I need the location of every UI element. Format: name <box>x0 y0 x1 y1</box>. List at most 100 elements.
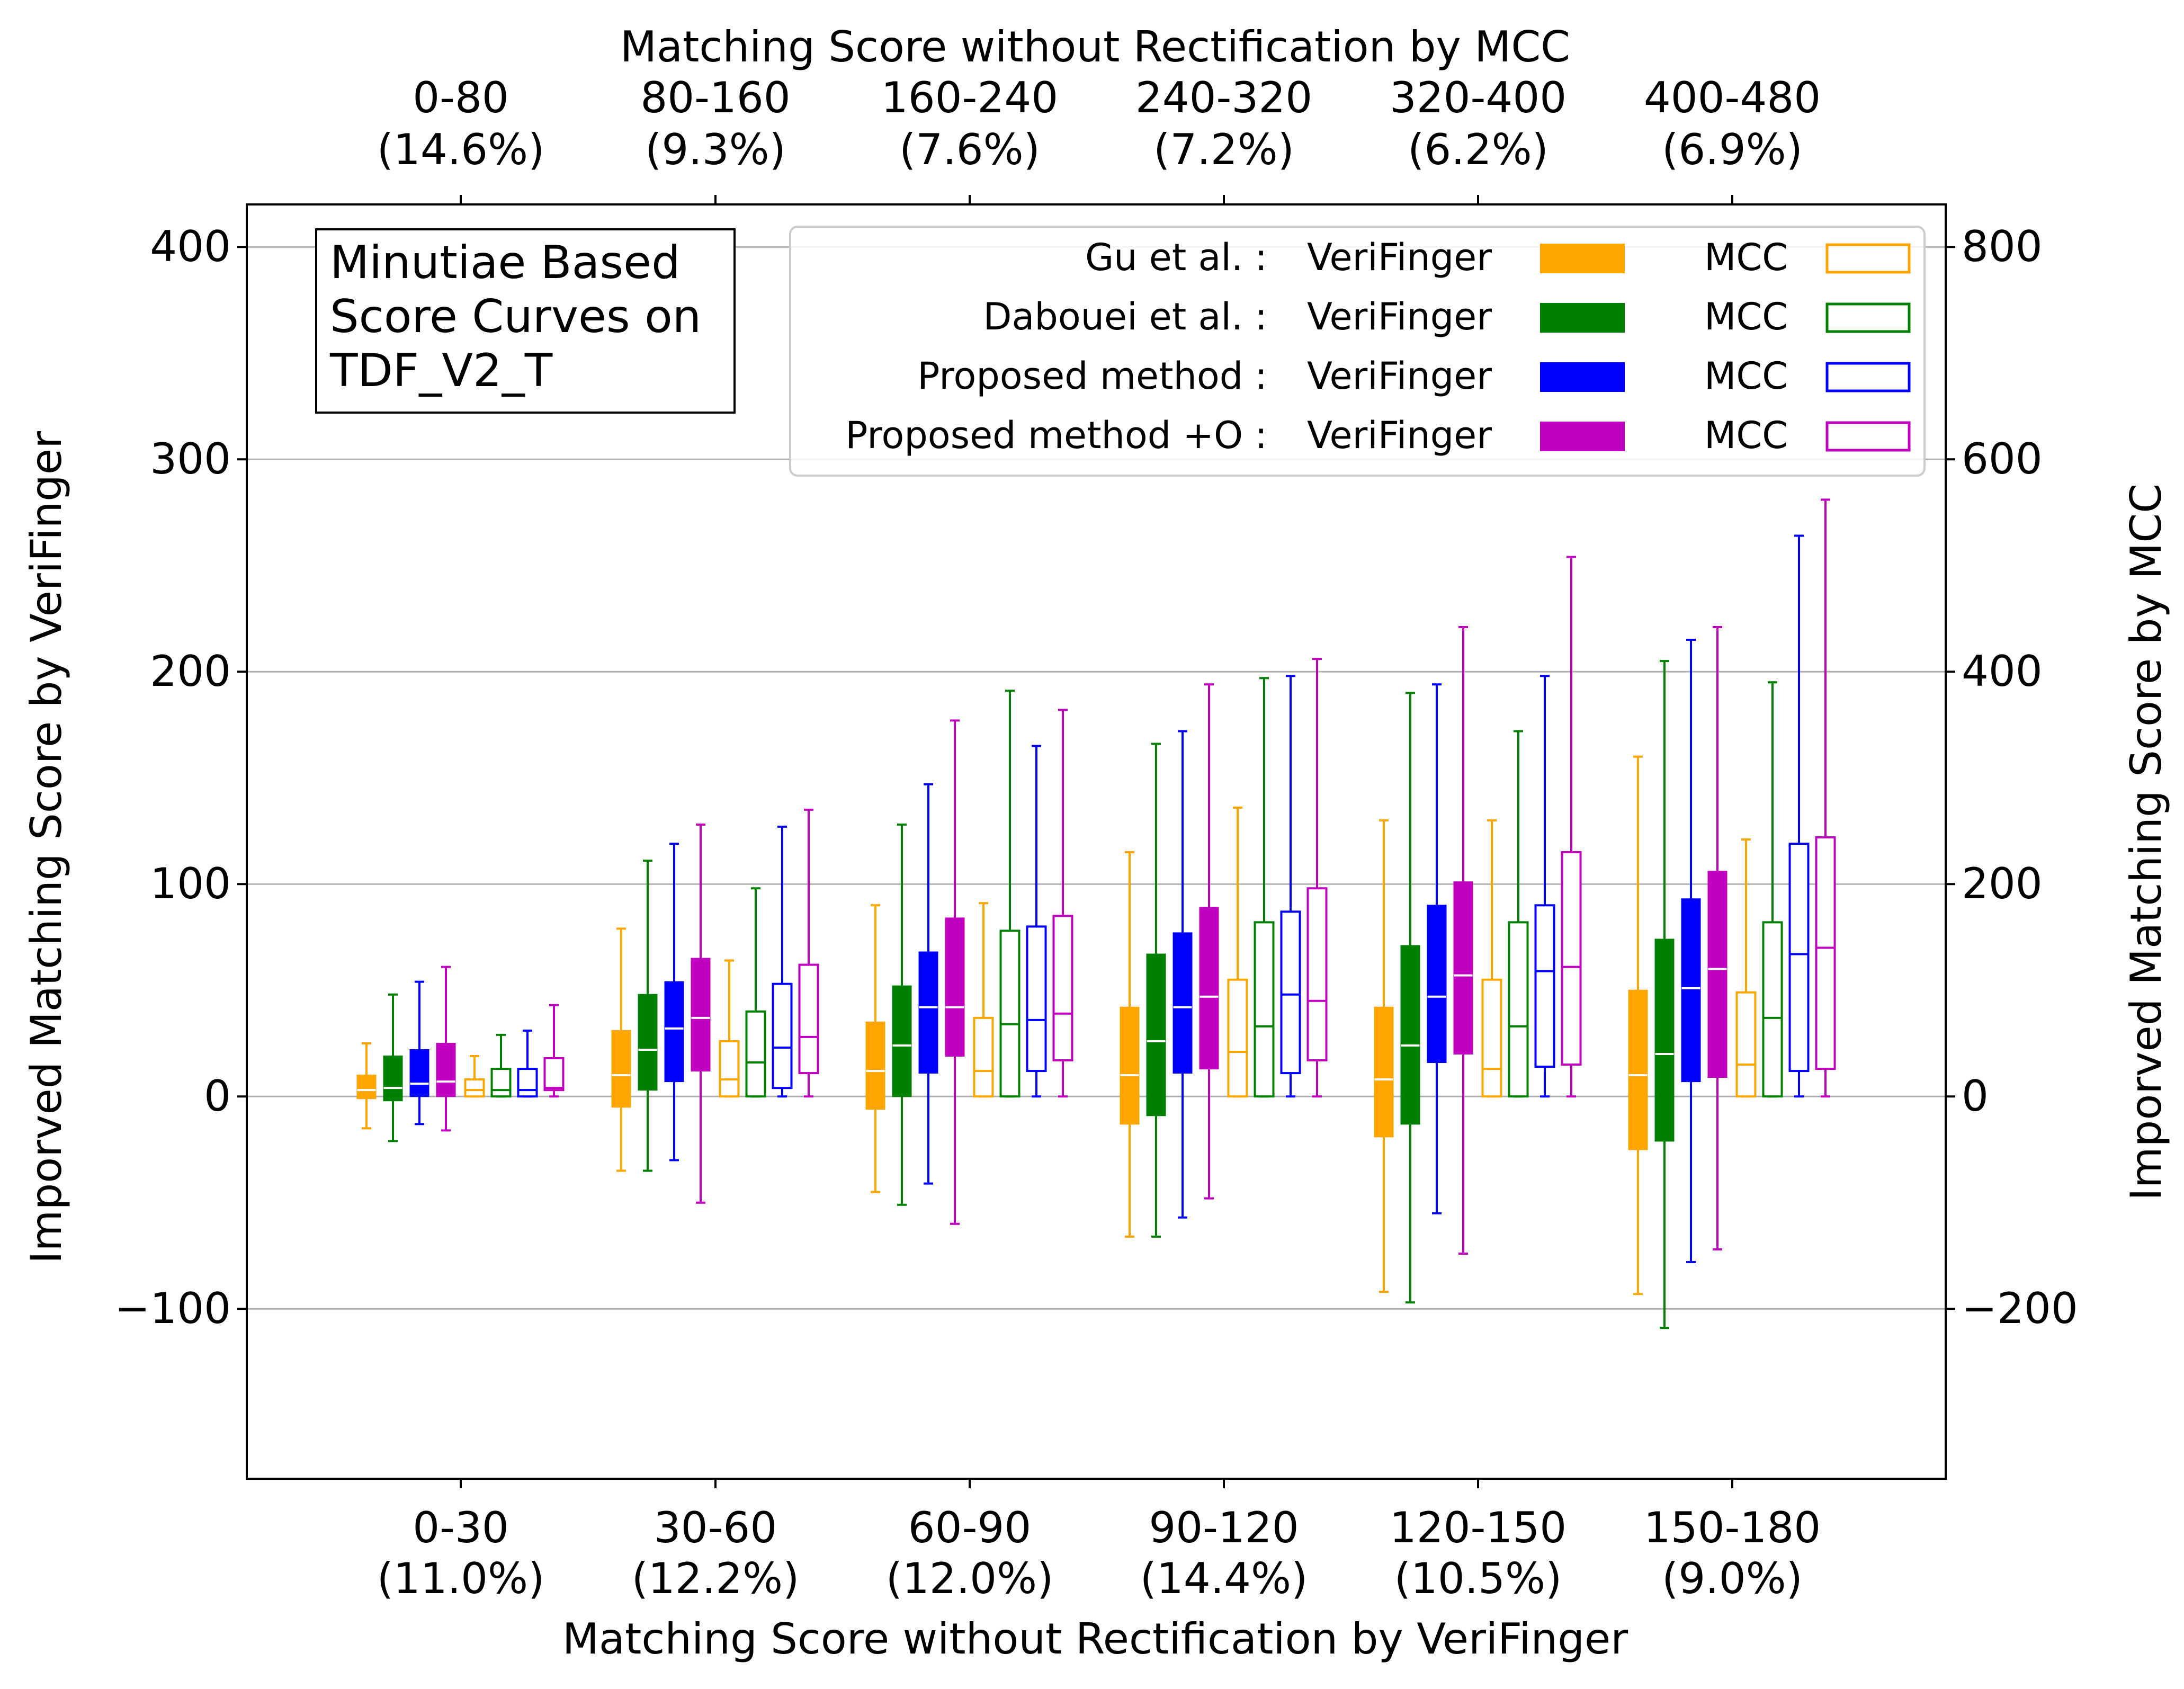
box-verifinger-0-2 <box>865 904 885 1193</box>
box-verifinger-1-0 <box>383 993 403 1142</box>
legend-method-label: Proposed method : <box>917 354 1267 398</box>
box-mcc-5-3 <box>1254 677 1275 1098</box>
box-body <box>1146 953 1166 1116</box>
box-verifinger-2-3 <box>1172 730 1193 1219</box>
legend-verifinger-label: VeriFinger <box>1307 354 1492 398</box>
box-verifinger-2-4 <box>1427 683 1447 1214</box>
right-y-axis: −200 0 200 400 600 800 <box>1946 222 2078 1333</box>
right-tick-label: 0 <box>1962 1071 1989 1121</box>
legend-mcc-label: MCC <box>1704 236 1788 279</box>
box-body <box>772 982 793 1089</box>
legend-mcc-label: MCC <box>1704 354 1788 398</box>
right-tick-label: 600 <box>1962 434 2043 484</box>
left-tick-label: 300 <box>150 434 231 484</box>
bottom-tick-label-range: 120-150 <box>1390 1503 1567 1552</box>
box-verifinger-3-0 <box>436 966 456 1132</box>
bottom-x-axis-label: Matching Score without Rectification by … <box>562 1614 1628 1664</box>
box-mcc-4-5 <box>1735 838 1757 1098</box>
box-body <box>1681 898 1701 1083</box>
bottom-tick-label-pct: (9.0%) <box>1662 1554 1803 1603</box>
bottom-tick-label-range: 150-180 <box>1644 1503 1821 1552</box>
box-body <box>1628 989 1648 1150</box>
box-verifinger-0-3 <box>1120 851 1140 1238</box>
box-body <box>719 1040 740 1098</box>
box-mcc-6-5 <box>1788 534 1810 1098</box>
box-mcc-7-5 <box>1815 498 1836 1098</box>
top-x-axis-label: Matching Score without Rectification by … <box>620 22 1570 72</box>
box-verifinger-1-2 <box>892 823 912 1206</box>
box-body <box>1026 925 1047 1073</box>
box-body <box>973 1016 994 1098</box>
box-body <box>1762 921 1783 1098</box>
box-mcc-7-2 <box>1052 709 1073 1098</box>
box-body <box>1052 915 1073 1062</box>
annotation-line: Minutiae Based <box>330 236 681 289</box>
box-body <box>1534 904 1555 1068</box>
legend-method-label: Proposed method +O : <box>845 414 1267 457</box>
top-tick-label-pct: (7.2%) <box>1153 125 1294 174</box>
legend-mcc-swatch <box>1825 302 1911 333</box>
bottom-tick-label-range: 30-60 <box>654 1503 777 1552</box>
legend-method-label: Dabouei et al. : <box>983 295 1267 338</box>
box-body <box>1172 932 1193 1074</box>
box-body <box>543 1057 565 1092</box>
bottom-tick-label-pct: (12.2%) <box>632 1554 800 1603</box>
right-tick-label: 800 <box>1962 222 2043 271</box>
left-tick-label: −100 <box>114 1284 231 1333</box>
top-tick-label-range: 320-400 <box>1390 73 1567 122</box>
top-tick-label-range: 160-240 <box>881 73 1058 122</box>
right-tick-label: 200 <box>1962 859 2043 908</box>
box-verifinger-0-1 <box>611 927 631 1172</box>
legend-verifinger-label: VeriFinger <box>1307 414 1492 457</box>
box-mcc-5-0 <box>490 1033 512 1098</box>
box-body <box>1374 1006 1394 1138</box>
box-mcc-6-1 <box>772 825 793 1098</box>
box-body <box>1481 978 1502 1098</box>
box-mcc-6-2 <box>1026 745 1047 1098</box>
box-body <box>1280 910 1301 1075</box>
legend-mcc-swatch <box>1825 362 1911 392</box>
legend-verifinger-swatch <box>1540 244 1625 273</box>
bottom-tick-label-pct: (11.0%) <box>377 1554 545 1603</box>
box-body <box>999 930 1021 1098</box>
box-body <box>409 1049 429 1097</box>
box-body <box>691 958 711 1072</box>
box-mcc-6-0 <box>517 1029 538 1098</box>
box-mcc-4-3 <box>1227 806 1248 1098</box>
annotation-line: TDF_V2_T <box>329 344 553 397</box>
box-verifinger-2-0 <box>409 980 429 1125</box>
box-body <box>1815 836 1836 1070</box>
box-body <box>1561 851 1582 1066</box>
box-body <box>1707 871 1727 1078</box>
legend-verifinger-swatch <box>1540 303 1625 333</box>
box-mcc-7-1 <box>798 808 819 1098</box>
box-body <box>1427 905 1447 1064</box>
box-verifinger-3-1 <box>691 823 711 1204</box>
bottom-tick-label-pct: (14.4%) <box>1140 1554 1308 1603</box>
box-body <box>611 1030 631 1108</box>
box-body <box>517 1068 538 1098</box>
box-mcc-4-0 <box>464 1055 485 1098</box>
box-body <box>865 1021 885 1110</box>
box-mcc-7-0 <box>543 1004 565 1098</box>
box-mcc-5-2 <box>999 690 1021 1098</box>
box-mcc-5-1 <box>745 887 766 1098</box>
legend: Gu et al. : VeriFinger MCC Dabouei et al. :… <box>789 226 1926 477</box>
box-verifinger-3-3 <box>1199 683 1219 1200</box>
box-mcc-4-2 <box>973 902 994 1098</box>
box-body <box>1227 978 1248 1098</box>
box-body <box>356 1075 377 1100</box>
legend-verifinger-swatch <box>1540 362 1625 392</box>
box-body <box>945 917 965 1057</box>
box-verifinger-2-2 <box>918 783 938 1185</box>
box-body <box>1120 1006 1140 1125</box>
bottom-tick-label-range: 60-90 <box>908 1503 1031 1552</box>
box-body <box>892 985 912 1097</box>
box-verifinger-3-5 <box>1707 625 1727 1250</box>
legend-mcc-label: MCC <box>1704 414 1788 457</box>
left-tick-label: 200 <box>150 647 231 696</box>
legend-method-label: Gu et al. : <box>1085 236 1267 279</box>
box-mcc-7-3 <box>1306 658 1328 1098</box>
legend-verifinger-swatch <box>1540 422 1625 451</box>
